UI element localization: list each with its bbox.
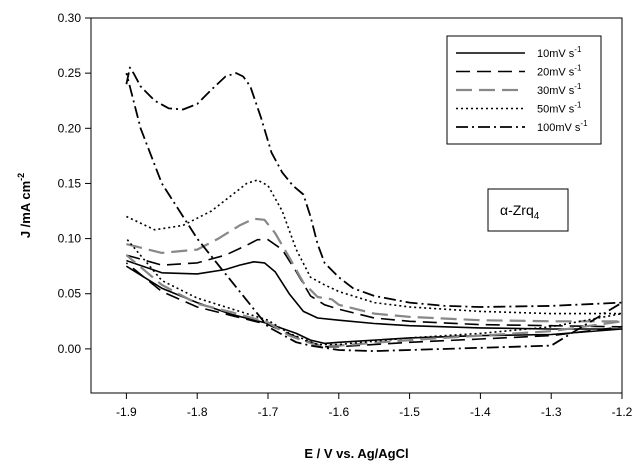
x-tick-label: -1.2 — [612, 405, 633, 419]
x-tick-label: -1.3 — [541, 405, 562, 419]
x-tick-label: -1.8 — [187, 405, 208, 419]
x-tick-label: -1.9 — [116, 405, 137, 419]
y-tick-label: 0.05 — [58, 287, 82, 301]
y-axis-title: J /mA cm-2 — [16, 173, 33, 238]
y-tick-label: 0.25 — [58, 66, 82, 80]
legend-label-sup: -1 — [574, 45, 582, 54]
legend-label-sup: -1 — [574, 64, 582, 73]
annotation-text: α-Zrq4 — [500, 202, 540, 222]
y-tick-label: 0.20 — [58, 121, 82, 135]
legend-label-sup: -1 — [580, 119, 588, 128]
legend-label: 30mV s-1 — [537, 82, 582, 97]
legend-label: 20mV s-1 — [537, 64, 582, 79]
x-tick-label: -1.4 — [470, 405, 491, 419]
series-line-5 — [125, 66, 623, 353]
legend-label-sup: -1 — [574, 82, 582, 91]
legend-label: 100mV s-1 — [537, 119, 588, 134]
legend-label-main: 100mV s — [537, 122, 581, 134]
y-axis-ticks: 0.00 0.05 0.10 0.15 0.20 0.25 0.30 — [58, 11, 91, 356]
annotation-text-main: α-Zrq — [500, 202, 534, 218]
legend-label-main: 50mV s — [537, 104, 575, 116]
series-line-3 — [125, 217, 624, 347]
x-tick-label: -1.6 — [328, 405, 349, 419]
series-layer — [125, 66, 624, 353]
y-axis-title-sup: -2 — [16, 173, 26, 181]
y-tick-label: 0.15 — [58, 176, 82, 190]
x-tick-label: -1.7 — [258, 405, 279, 419]
legend-label-main: 10mV s — [537, 48, 575, 60]
legend-box — [446, 35, 602, 145]
plot-frame — [90, 17, 623, 394]
y-tick-label: 0.00 — [58, 342, 82, 356]
legend-label: 10mV s-1 — [537, 45, 582, 60]
legend-label-sup: -1 — [574, 101, 582, 110]
series-line-1 — [125, 259, 623, 345]
annotation-box — [487, 188, 569, 232]
x-axis-title: E / V vs. Ag/AgCl — [304, 446, 408, 461]
x-axis-ticks: -1.9 -1.8 -1.7 -1.6 -1.5 -1.4 -1.3 -1.2 — [116, 393, 633, 419]
series-line-4 — [125, 179, 623, 346]
legend-label: 50mV s-1 — [537, 101, 582, 116]
y-tick-label: 0.30 — [58, 11, 82, 25]
series-line-2 — [125, 238, 623, 348]
legend-label-main: 20mV s — [537, 67, 575, 79]
annotation-text-sub: 4 — [534, 211, 540, 222]
y-axis-title-main: J /mA cm — [18, 181, 33, 238]
legend-label-main: 30mV s — [537, 85, 575, 97]
annotation: α-Zrq4 — [487, 188, 569, 232]
x-tick-label: -1.5 — [399, 405, 420, 419]
y-tick-label: 0.10 — [58, 232, 82, 246]
